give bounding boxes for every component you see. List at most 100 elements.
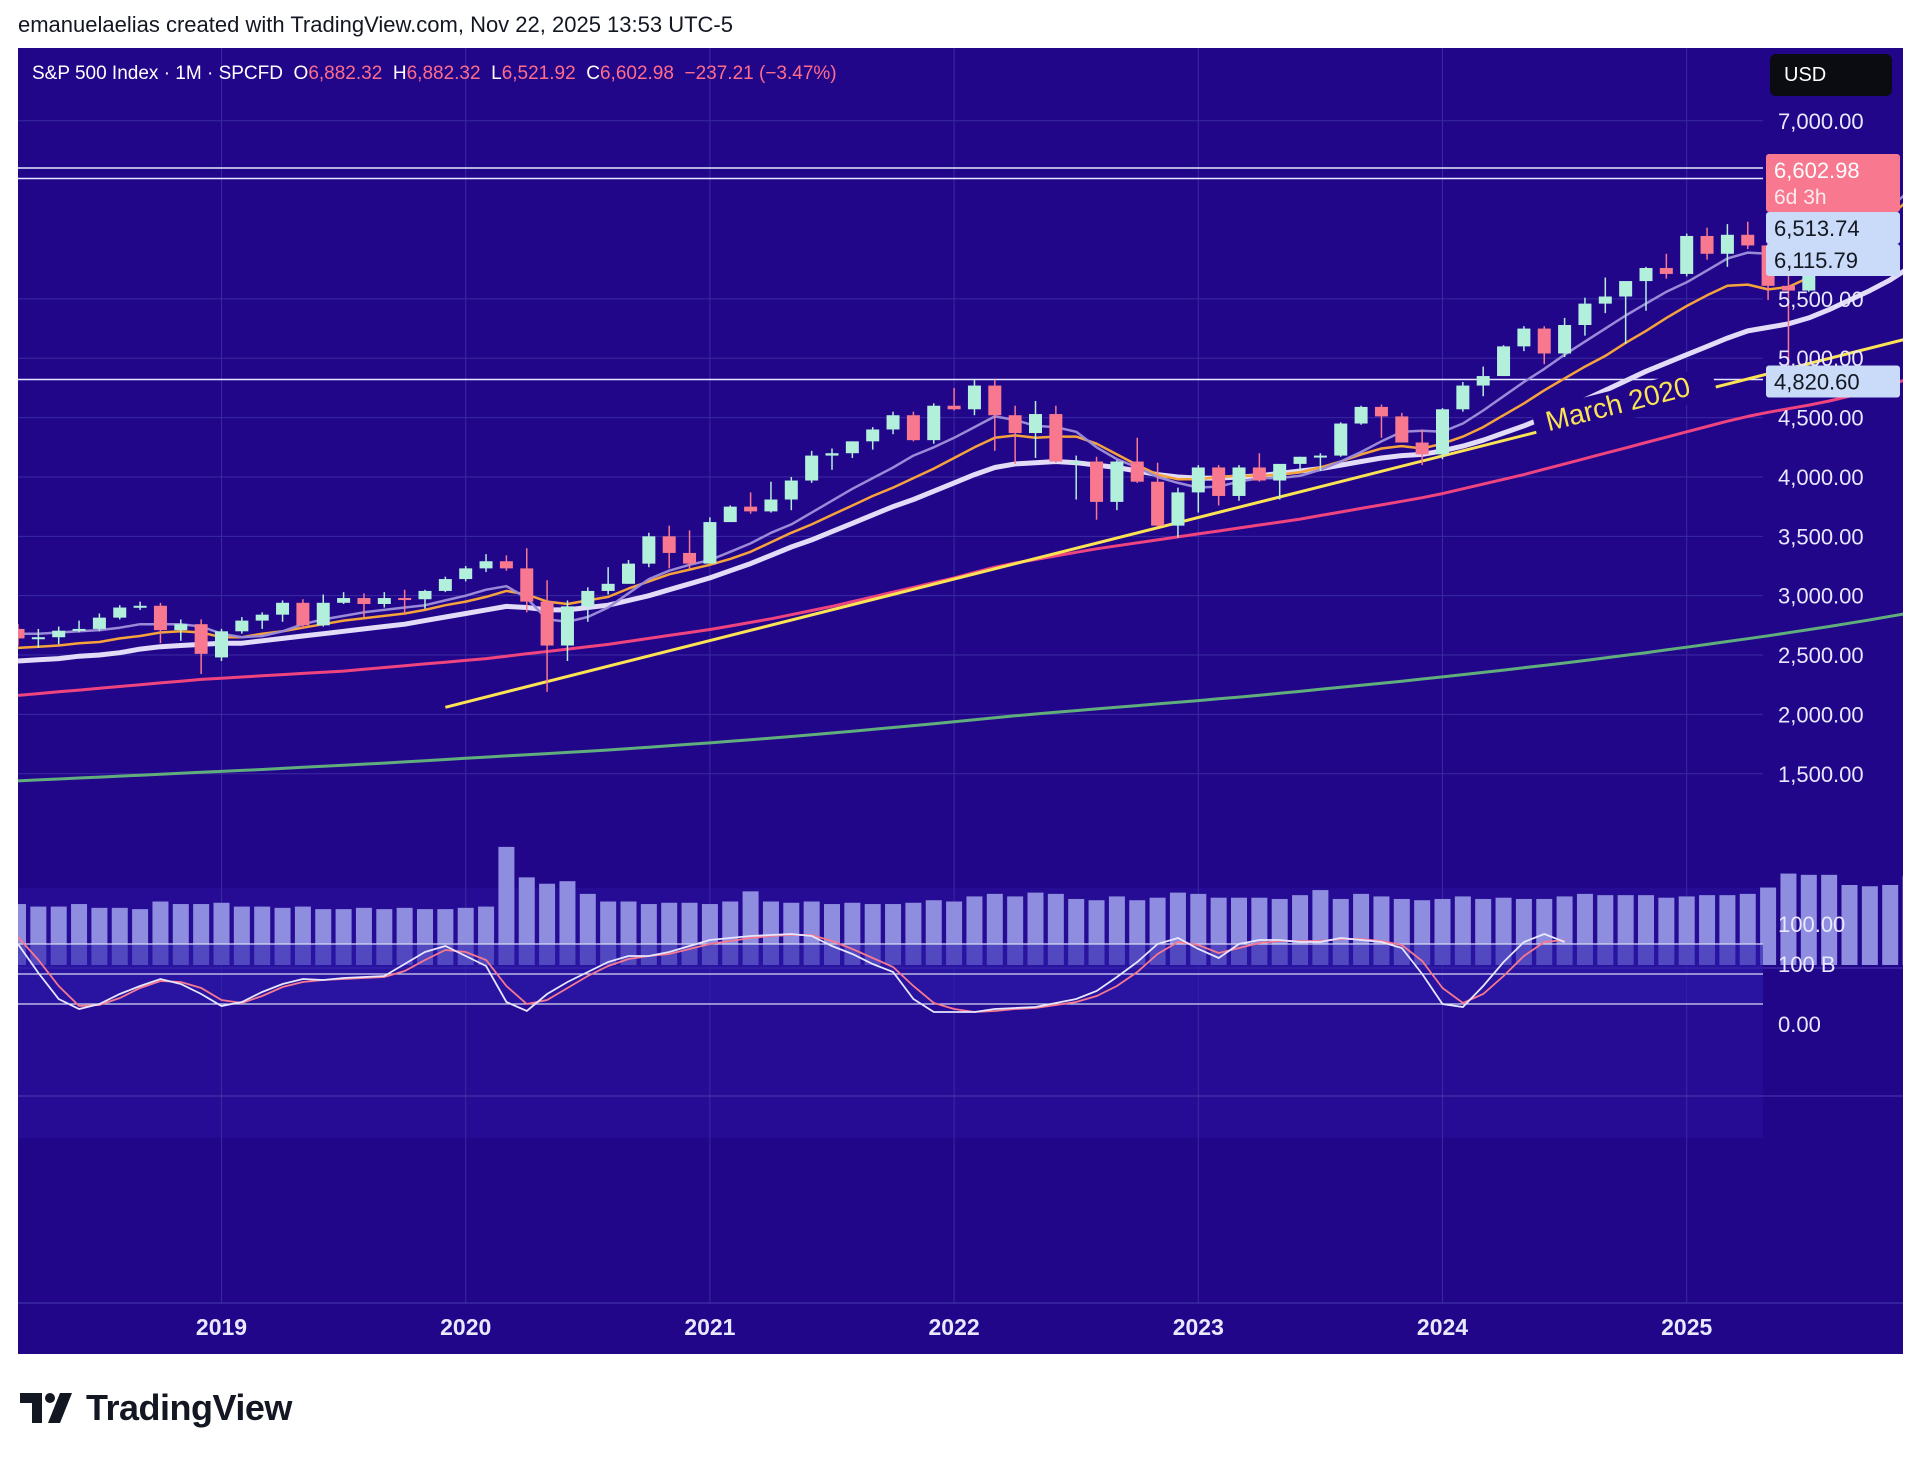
price-label-text: 4,820.60: [1774, 370, 1860, 395]
legend-close-label: C: [586, 63, 600, 84]
candle-body: [1252, 467, 1266, 481]
candle-body: [1151, 481, 1165, 526]
price-label-background: [1766, 243, 1900, 276]
price-axis: 1,500.00 2,000.00 2,500.00 3,000.00 3,500.00…: [1778, 109, 1864, 787]
candle-body: [357, 598, 371, 604]
candle-body: [805, 455, 819, 481]
candle-body: [1374, 406, 1388, 417]
candle-body: [1537, 328, 1551, 354]
candle-body: [276, 602, 290, 615]
tradingview-logo[interactable]: TradingView: [20, 1387, 292, 1429]
time-axis-label: 2024: [1417, 1314, 1468, 1340]
candle-body: [337, 598, 351, 603]
candle-body: [215, 631, 228, 658]
legend-low-label: L: [491, 63, 502, 84]
price-label-text: 6,115.79: [1774, 248, 1858, 273]
legend-high-value: 6,882.32: [406, 63, 481, 84]
oscillator-axis-tick-label: 0.00: [1778, 1012, 1821, 1037]
time-axis-label: 2025: [1661, 1314, 1712, 1340]
volume-bar: [1861, 886, 1878, 965]
oscillator-d-line: [18, 934, 1565, 1013]
candle-body: [18, 628, 25, 639]
oscillator-k-line: [18, 933, 1565, 1013]
price-axis-tick-label: 7,000.00: [1778, 109, 1864, 134]
candle-body: [194, 624, 208, 654]
candle-body: [52, 630, 66, 638]
trendline-march-2020: [444, 338, 1903, 709]
candle-body: [459, 568, 473, 580]
candle-body: [540, 601, 554, 646]
volume-bar: [18, 904, 26, 965]
legend-close-value: 6,602.98: [599, 63, 674, 84]
candle-body: [886, 415, 900, 430]
candle-body: [377, 598, 391, 604]
candle-body: [1741, 234, 1755, 246]
candle-body: [1090, 461, 1104, 502]
candle-body: [1598, 296, 1612, 304]
candle-body: [927, 405, 941, 441]
candle-body: [1578, 303, 1592, 326]
currency-button[interactable]: USD: [1770, 54, 1892, 96]
legend-open-value: 6,882.32: [308, 63, 383, 84]
price-label-badge: 6,513.74: [1766, 211, 1900, 244]
volume-bar: [1821, 874, 1838, 965]
price-axis-tick-label: 4,500.00: [1778, 406, 1864, 431]
symbol-legend: S&P 500 Index · 1M · SPCFD O6,882.32 H6,…: [32, 63, 837, 85]
price-axis-tick-label: 1,500.00: [1778, 762, 1864, 787]
candle-body: [153, 605, 167, 631]
time-axis-label: 2019: [196, 1314, 247, 1340]
price-label-background: [1766, 211, 1900, 244]
volume-bar: [1841, 884, 1858, 965]
candle-body: [1273, 463, 1287, 481]
moving-average-green-line: [18, 612, 1903, 783]
price-label-badge: 6,602.98 6d 3h: [1766, 153, 1900, 212]
candle-body: [1313, 455, 1327, 458]
candle-body: [316, 602, 330, 626]
candle-body: [1110, 461, 1124, 502]
candle-body: [1069, 461, 1083, 464]
price-axis-tick-label: 2,000.00: [1778, 702, 1864, 727]
candle-body: [1212, 467, 1226, 496]
candle-body: [967, 385, 981, 410]
candle-body: [622, 563, 635, 584]
candle-body: [581, 590, 595, 607]
candle-body: [1517, 328, 1531, 347]
candle-body: [723, 506, 737, 523]
candle-body: [113, 607, 127, 618]
legend-symbol: S&P 500 Index · 1M · SPCFD: [32, 63, 283, 84]
candle-body: [1049, 414, 1063, 462]
candle-body: [866, 429, 880, 442]
chart-panel[interactable]: March 2020 1,500.00 2,000.00 2,500.00 3,000.…: [18, 48, 1903, 1354]
candle-body: [1781, 285, 1795, 291]
candle-body: [92, 617, 106, 629]
time-axis-label: 2022: [929, 1314, 980, 1340]
candle-body: [1436, 409, 1449, 455]
candle-body: [1700, 235, 1714, 254]
moving-average-white-line: [18, 268, 1903, 664]
legend-high-label: H: [392, 63, 407, 84]
volume-bar: [1800, 874, 1817, 965]
candle-body: [1232, 467, 1246, 496]
candle-body: [988, 385, 1002, 416]
candle-body: [1720, 234, 1734, 254]
brand-name: TradingView: [86, 1387, 292, 1428]
grid: [18, 48, 1763, 1303]
candle-body: [520, 568, 534, 602]
time-axis-label: 2023: [1173, 1314, 1224, 1340]
candle-body: [1497, 346, 1511, 377]
candle-body: [438, 579, 452, 591]
candle-body: [1395, 416, 1409, 443]
candle-body: [499, 561, 513, 569]
candle-body: [845, 441, 859, 454]
candle-body: [1130, 461, 1144, 482]
chart-canvas[interactable]: March 20201,500.002,000.002,500.003,000.…: [18, 48, 1903, 1354]
price-label-badge: 4,820.60: [1766, 365, 1900, 398]
candle-body: [72, 628, 86, 631]
price-label-badge: 6,115.79: [1766, 243, 1900, 276]
candle-body: [642, 536, 656, 564]
candle-body: [906, 415, 920, 441]
trendline-label-background: [1530, 365, 1719, 442]
volume-bar: [518, 877, 535, 965]
candle-body: [1334, 423, 1348, 456]
legend-low-value: 6,521.92: [501, 63, 576, 84]
